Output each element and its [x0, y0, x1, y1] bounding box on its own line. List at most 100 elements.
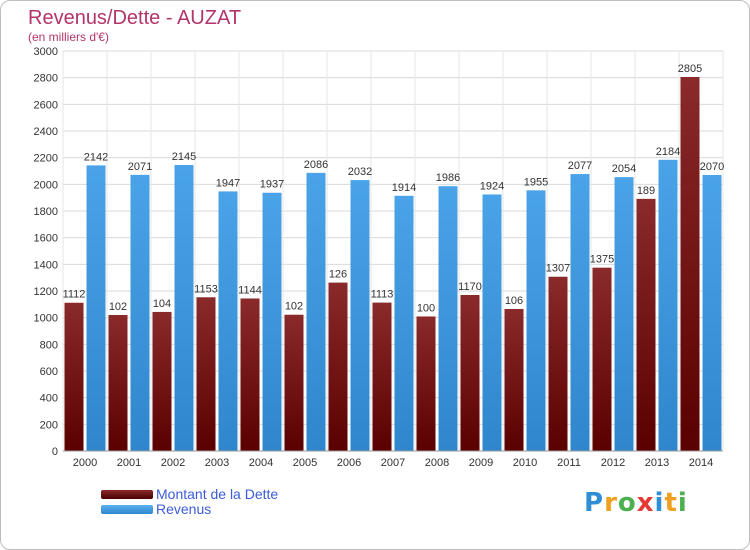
y-tick-label: 1200 [34, 286, 58, 298]
x-tick-label: 2011 [557, 457, 581, 469]
x-tick-label: 2004 [249, 457, 273, 469]
data-label-revenue: 2184 [656, 146, 680, 158]
y-tick-label: 600 [40, 366, 58, 378]
bar-debt [636, 198, 656, 451]
data-label-revenue: 2142 [84, 151, 108, 163]
y-tick-label: 2800 [34, 73, 58, 85]
data-label-revenue: 1955 [524, 176, 548, 188]
logo-letter: o [617, 488, 637, 518]
data-label-debt: 1153 [194, 283, 218, 295]
y-tick-label: 400 [40, 393, 58, 405]
bar-debt [592, 267, 612, 451]
data-label-revenue: 2032 [348, 166, 372, 178]
chart-title: Revenus/Dette - AUZAT [28, 7, 242, 29]
bar-debt [152, 311, 172, 451]
bar-revenue [262, 192, 282, 451]
bar-revenue [218, 191, 238, 451]
bar-debt [460, 295, 480, 451]
chart-subtitle: (en milliers d'€) [28, 30, 109, 44]
x-tick-label: 2010 [513, 457, 537, 469]
bar-debt [284, 314, 304, 451]
y-tick-label: 1400 [34, 259, 58, 271]
legend-label-revenue: Revenus [156, 501, 212, 517]
bar-revenue [394, 195, 414, 451]
y-tick-label: 2600 [34, 99, 58, 111]
data-label-debt: 126 [329, 269, 347, 281]
bar-revenue [526, 190, 546, 452]
y-tick-label: 2200 [34, 153, 58, 165]
bar-revenue [174, 165, 194, 451]
data-label-debt: 1112 [63, 289, 86, 301]
data-label-revenue: 1924 [480, 180, 504, 192]
data-label-debt: 1170 [458, 281, 482, 293]
logo-letter: x [636, 488, 655, 518]
bar-revenue [350, 180, 370, 452]
data-label-debt: 1113 [371, 289, 394, 301]
bar-debt [504, 309, 524, 451]
bar-revenue [130, 174, 150, 451]
data-label-revenue: 1986 [436, 172, 460, 184]
data-label-debt: 2805 [678, 63, 702, 75]
y-tick-label: 1000 [34, 313, 58, 325]
x-tick-label: 2012 [601, 457, 625, 469]
y-tick-label: 3000 [34, 46, 58, 58]
bar-revenue [306, 172, 326, 451]
data-label-revenue: 2077 [568, 160, 592, 172]
x-tick-label: 2005 [293, 457, 317, 469]
bars-layer [64, 77, 722, 452]
x-tick-label: 2014 [689, 457, 713, 469]
bar-debt [196, 297, 216, 451]
labels-layer: 1112 2142 102 2071 104 2145 1153 1947 1144 1937 10… [63, 63, 725, 314]
bar-debt [108, 315, 128, 451]
logo-letter: r [604, 488, 618, 518]
data-label-revenue: 1947 [216, 177, 240, 189]
x-tick-label: 2008 [425, 457, 449, 469]
x-tick-label: 2001 [117, 457, 141, 469]
bar-debt [548, 276, 568, 451]
legend-item-debt: Montant de la Dette [101, 486, 361, 502]
data-label-debt: 106 [505, 295, 523, 307]
data-label-revenue: 1937 [260, 179, 284, 191]
data-label-revenue: 1914 [392, 182, 416, 194]
bar-debt [372, 302, 392, 451]
data-label-debt: 1144 [238, 284, 262, 296]
x-tick-label: 2007 [381, 457, 405, 469]
bar-revenue [482, 194, 502, 451]
axis-layer: 0 200 400 600 800 1000 1200 1400 1600 1800 2000 220… [34, 46, 723, 469]
bar-revenue [570, 174, 590, 452]
bar-revenue [658, 159, 678, 452]
data-label-revenue: 2086 [304, 159, 328, 171]
bar-revenue [614, 177, 634, 451]
data-label-debt: 104 [153, 298, 171, 310]
x-tick-label: 2003 [205, 457, 229, 469]
logo-letter: i [677, 488, 688, 518]
bar-revenue [438, 186, 458, 451]
bar-revenue [702, 175, 722, 451]
bar-debt [240, 298, 260, 451]
logo-letter: P [584, 488, 605, 518]
data-label-debt: 1307 [546, 263, 570, 275]
y-tick-label: 2400 [34, 126, 58, 138]
data-label-debt: 102 [109, 301, 127, 313]
grid-layer [62, 50, 724, 452]
data-label-debt: 1375 [590, 254, 614, 266]
y-tick-label: 800 [40, 339, 58, 351]
legend: Montant de la Dette Revenus [101, 486, 361, 517]
y-tick-label: 2000 [34, 179, 58, 191]
bar-debt [328, 282, 348, 451]
x-tick-label: 2013 [645, 457, 669, 469]
y-tick-label: 0 [52, 446, 58, 458]
proxiti-logo: Proxiti [584, 488, 688, 518]
y-tick-label: 1600 [34, 233, 58, 245]
bar-revenue [86, 165, 106, 451]
data-label-debt: 102 [285, 301, 303, 313]
bar-debt [416, 316, 436, 451]
x-tick-label: 2009 [469, 457, 493, 469]
data-label-revenue: 2071 [128, 161, 152, 173]
logo-letter: t [664, 488, 678, 518]
bar-debt [64, 302, 84, 451]
y-tick-label: 200 [40, 419, 58, 431]
data-label-revenue: 2054 [612, 163, 636, 175]
